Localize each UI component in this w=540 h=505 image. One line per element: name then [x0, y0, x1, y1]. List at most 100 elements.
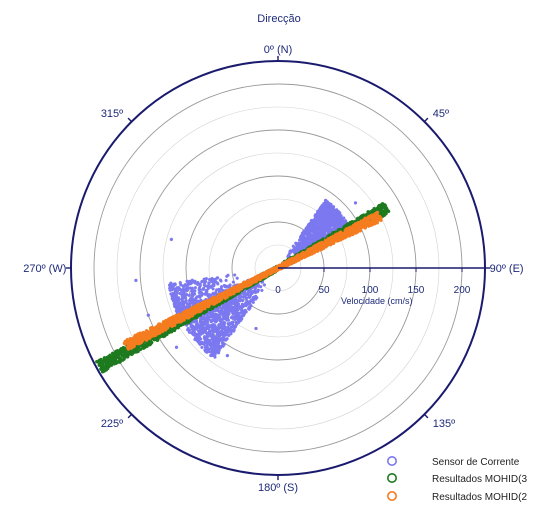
sensor-point [331, 216, 335, 220]
sensor-point [240, 311, 244, 315]
sensor-point [217, 316, 221, 320]
sensor-point [217, 327, 221, 331]
sensor-point [227, 323, 231, 327]
sensor-point [313, 217, 317, 221]
mohid2-point [378, 216, 383, 220]
mohid3-point [347, 222, 351, 226]
sensor-point [323, 215, 327, 219]
sensor-point [212, 334, 216, 339]
sensor-point [353, 201, 358, 205]
sensor-point [228, 283, 232, 287]
sensor-point [146, 313, 151, 317]
sensor-point [235, 276, 239, 280]
sensor-point [207, 282, 211, 286]
sensor-point [214, 315, 218, 319]
sensor-point [173, 304, 177, 308]
sensor-point [174, 294, 178, 298]
sensor-point [224, 315, 229, 319]
sensor-point [195, 338, 199, 342]
sensor-point [200, 341, 204, 346]
sensor-point [335, 213, 339, 217]
sensor-point [191, 291, 195, 295]
sensor-point [260, 288, 264, 292]
sensor-point [254, 290, 258, 294]
sensor-point [206, 324, 211, 328]
mohid3-point [129, 351, 134, 356]
sensor-point [204, 277, 208, 281]
sensor-point [211, 329, 215, 333]
mohid2-point [159, 324, 163, 329]
mohid3-point [106, 363, 110, 368]
sensor-point [225, 353, 230, 358]
sensor-point [334, 225, 338, 229]
mohid2-point [366, 224, 371, 228]
sensor-point [200, 320, 204, 324]
sensor-point [191, 324, 195, 328]
mohid3-point [116, 360, 121, 364]
sensor-point [203, 322, 207, 326]
sensor-point [237, 296, 241, 300]
sensor-point [338, 211, 342, 215]
mohid3-point [109, 358, 113, 363]
sensor-point [194, 322, 199, 326]
sensor-point [203, 345, 207, 349]
sensor-point [318, 224, 323, 228]
mohid3-point [155, 337, 159, 342]
mohid3-point [165, 332, 169, 337]
mohid3-point [148, 340, 153, 345]
sensor-point [319, 213, 323, 217]
sensor-point [201, 330, 205, 334]
sensor-point [329, 203, 333, 207]
sensor-point [329, 220, 333, 224]
mohid3-point [210, 306, 215, 311]
mohid2-point [206, 303, 211, 308]
sensor-point [321, 219, 325, 223]
sensor-point [302, 242, 306, 246]
mohid2-point [357, 225, 362, 229]
mohid3-point [121, 358, 125, 362]
sensor-point [329, 206, 333, 210]
sensor-point [247, 294, 251, 298]
sensor-point [217, 337, 221, 341]
sensor-point [170, 297, 174, 301]
sensor-point [249, 290, 253, 294]
mohid3-point [355, 216, 360, 221]
sensor-point [288, 251, 292, 255]
sensor-point [309, 236, 314, 240]
sensor-point [185, 279, 189, 283]
sensor-point [211, 291, 215, 296]
sensor-point [333, 220, 337, 225]
mohid3-point [197, 313, 202, 318]
sensor-point [324, 198, 328, 202]
mohid3-point [202, 310, 206, 315]
mohid2-point [375, 213, 380, 218]
mohid3-point [184, 320, 189, 325]
sensor-point [238, 317, 242, 321]
mohid3-point [134, 347, 139, 351]
sensor-point [325, 218, 329, 222]
mohid3-point [99, 363, 104, 367]
sensor-point [291, 249, 295, 253]
sensor-point [188, 279, 192, 283]
sensor-point [187, 293, 191, 297]
sensor-point [176, 303, 180, 308]
sensor-point [204, 331, 208, 335]
sensor-point [245, 296, 249, 300]
sensor-point [182, 296, 186, 300]
sensor-point [208, 338, 212, 342]
sensor-point [203, 318, 207, 322]
sensor-point [255, 296, 259, 300]
sensor-point [215, 276, 219, 280]
mohid3-point [138, 347, 143, 352]
sensor-point [217, 313, 222, 317]
sensor-point [198, 328, 202, 332]
sensor-point [316, 216, 320, 220]
mohid3-point [382, 213, 387, 218]
sensor-point [180, 299, 185, 303]
sensor-point [247, 306, 251, 310]
mohid3-point [99, 367, 103, 371]
sensor-point [192, 327, 196, 331]
sensor-point [178, 281, 182, 285]
sensor-point [221, 338, 225, 342]
sensor-point [190, 294, 195, 298]
